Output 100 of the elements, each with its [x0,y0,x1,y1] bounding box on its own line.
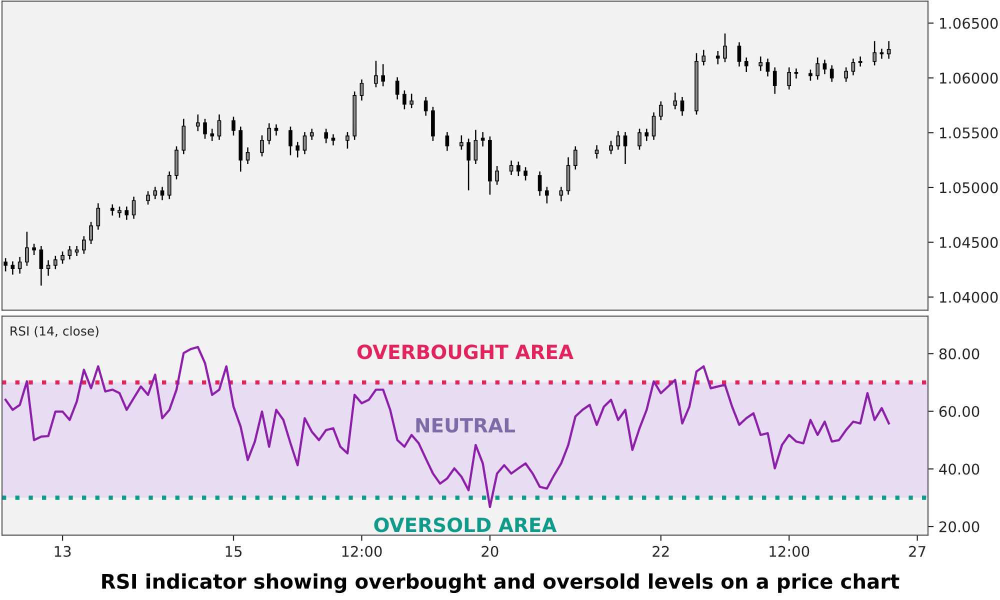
candlestick [545,186,549,204]
candlestick [410,94,414,108]
y-tick-label: 20.00 [939,521,980,532]
candlestick [673,92,678,110]
candlestick [146,191,150,205]
candlestick [288,126,292,156]
ref-line-label: OVERBOUGHT AREA [357,344,574,360]
candlestick [524,167,528,180]
candlestick [402,90,406,110]
y-tick-label: 80.00 [939,348,980,360]
band-label: NEUTRAL [416,418,515,433]
candlestick [822,60,827,74]
candlestick [260,135,264,156]
candlestick [652,112,656,140]
candlestick [267,123,272,144]
y-tick-label: 1.05500 [940,127,998,138]
candlestick [374,60,378,88]
candlestick [74,246,79,256]
candlestick [723,33,727,62]
candlestick [331,134,336,146]
candlestick [160,186,164,200]
candlestick [886,41,891,59]
candlestick [680,97,684,116]
candlestick [46,260,50,276]
x-tick-label: 20 [482,546,498,557]
candlestick [445,132,450,151]
y-tick-label: 40.00 [939,464,980,475]
candlestick [395,77,400,100]
candlestick [872,41,876,66]
x-tick-label: 22 [652,546,669,557]
candlestick [538,172,542,196]
candlestick [616,130,620,150]
candlestick [110,204,114,216]
y-tick-label: 1.04500 [940,236,998,248]
candlestick [124,206,129,220]
candlestick [196,114,200,132]
candlestick [324,128,328,144]
y-tick-label: 1.06500 [940,18,998,29]
candlestick [772,67,777,94]
line-series [4,346,890,508]
y-tick-label: 60.00 [939,406,980,418]
candlestick [766,58,770,76]
candlestick [702,50,706,66]
candlestick [82,236,86,254]
candlestick [32,244,36,255]
candlestick [794,68,798,79]
candlestick [808,70,812,81]
candlestick [132,196,136,219]
candlestick [310,128,314,140]
candlestick [758,56,763,71]
candlestick [644,128,649,141]
candlestick [203,118,207,139]
candlestick [609,140,613,154]
candlestick [360,79,364,100]
candlestick [509,160,514,175]
x-tick-label: 12:00 [770,546,810,557]
candlestick [844,67,848,82]
candlestick [25,232,29,266]
candlestick [217,114,222,140]
candlestick [153,186,158,200]
candlestick [559,186,564,202]
candlestick [210,128,214,141]
candlestick [10,261,15,275]
candlestick [460,135,464,150]
candlestick [89,222,93,244]
candlestick [716,50,720,64]
candlestick [466,138,470,190]
candlestick [39,246,44,286]
x-tick-label: 13 [54,546,71,557]
candlestick [68,246,72,260]
candlestick [296,142,300,158]
x-tick-label: 15 [226,546,242,557]
candlestick [54,256,58,270]
candlestick [594,145,599,159]
candlestick [232,116,236,136]
candlestick [623,132,628,164]
candlestick [60,252,64,264]
candlestick [573,146,578,170]
candlestick [118,206,122,218]
candlestick [246,147,250,164]
candlestick [851,58,856,76]
candlestick [816,58,820,80]
y-tick-label: 1.06000 [940,72,998,84]
candlestick [4,258,8,272]
candlestick [96,203,100,230]
text: RSI indicator showing overbought and oversold levels on a price chart [102,573,900,594]
candlestick [18,256,22,274]
candlestick [495,166,499,185]
ref-line-label: OVERSOLD AREA [374,518,557,532]
x-tick-label: 12:00 [342,546,382,557]
y-tick-label: 1.04000 [940,292,998,303]
candlestick [346,132,350,149]
candlestick [858,56,862,66]
candlestick [787,67,792,90]
candlestick [658,101,663,120]
candlestick [274,124,278,136]
x-tick-label: 27 [909,546,926,557]
candlestick [424,97,428,116]
y-tick-label: 1.05000 [940,182,998,194]
candlestick [830,65,834,82]
